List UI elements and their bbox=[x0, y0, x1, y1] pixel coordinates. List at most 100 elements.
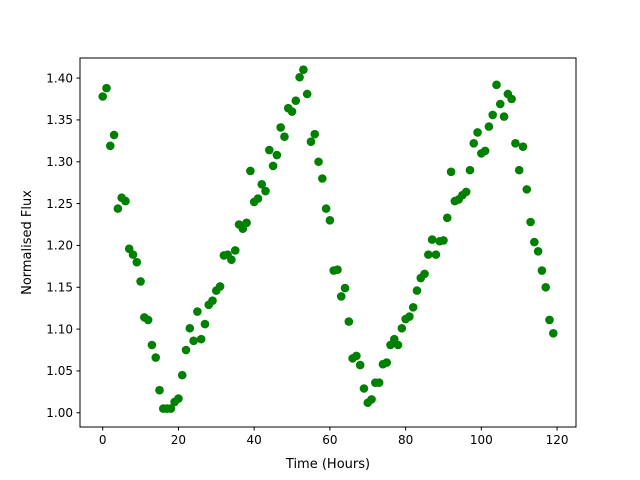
data-point bbox=[314, 157, 323, 167]
data-point bbox=[431, 250, 441, 259]
data-point bbox=[518, 142, 528, 151]
data-point bbox=[299, 65, 308, 75]
data-point bbox=[98, 92, 108, 101]
data-point bbox=[355, 360, 365, 370]
x-tick-label: 40 bbox=[247, 433, 262, 447]
data-point bbox=[200, 319, 210, 329]
data-point bbox=[302, 89, 312, 99]
data-point bbox=[109, 130, 119, 140]
data-point bbox=[333, 265, 342, 274]
data-point bbox=[537, 266, 547, 275]
x-tick-label: 100 bbox=[470, 433, 493, 447]
data-point bbox=[397, 323, 407, 333]
data-point bbox=[151, 353, 161, 362]
data-point bbox=[412, 286, 422, 295]
data-point bbox=[265, 145, 274, 155]
data-point bbox=[352, 351, 361, 361]
data-point bbox=[442, 213, 452, 223]
data-point bbox=[427, 235, 437, 244]
data-point bbox=[488, 110, 498, 120]
x-tick-label: 20 bbox=[171, 433, 186, 447]
data-point bbox=[511, 139, 520, 148]
data-point bbox=[113, 204, 123, 213]
data-point bbox=[132, 257, 142, 267]
data-point bbox=[102, 83, 111, 93]
data-point bbox=[461, 187, 471, 197]
y-tick-label: 1.15 bbox=[46, 281, 73, 295]
data-point bbox=[136, 277, 145, 286]
data-point bbox=[499, 112, 509, 121]
data-point bbox=[495, 99, 505, 109]
data-point bbox=[367, 395, 376, 404]
y-axis-label: Normalised Flux bbox=[20, 190, 35, 295]
data-point bbox=[177, 370, 187, 380]
data-point bbox=[215, 282, 225, 291]
x-axis-ticks: 0 20 40 60 80 100 120 bbox=[99, 427, 569, 447]
data-points bbox=[98, 65, 558, 413]
y-tick-label: 1.35 bbox=[46, 113, 73, 127]
data-point bbox=[446, 167, 456, 177]
data-point bbox=[174, 394, 183, 403]
data-point bbox=[306, 137, 316, 146]
x-tick-label: 80 bbox=[398, 433, 413, 447]
data-point bbox=[208, 296, 217, 305]
data-point bbox=[276, 123, 285, 132]
data-point bbox=[287, 107, 297, 116]
data-point bbox=[424, 250, 433, 259]
data-point bbox=[325, 216, 335, 225]
data-point bbox=[193, 307, 202, 316]
data-point bbox=[492, 80, 501, 90]
data-point bbox=[548, 328, 558, 338]
data-point bbox=[522, 185, 532, 194]
data-point bbox=[507, 94, 516, 104]
data-point bbox=[420, 269, 429, 279]
data-point bbox=[480, 146, 490, 156]
data-point bbox=[545, 315, 554, 325]
data-point bbox=[128, 250, 138, 259]
data-point bbox=[166, 404, 176, 413]
data-point bbox=[280, 132, 289, 141]
y-tick-label: 1.40 bbox=[46, 71, 73, 85]
data-point bbox=[382, 358, 391, 367]
data-point bbox=[242, 218, 251, 228]
data-point bbox=[253, 194, 263, 203]
data-point bbox=[336, 292, 346, 301]
x-tick-label: 60 bbox=[322, 433, 337, 447]
y-axis-ticks: 1.00 1.05 1.10 1.15 1.20 1.25 1.30 1.35 1.40 bbox=[46, 71, 80, 420]
data-point bbox=[310, 129, 320, 139]
data-point bbox=[408, 303, 418, 312]
data-point bbox=[318, 174, 327, 183]
data-point bbox=[121, 196, 130, 206]
x-axis-label: Time (Hours) bbox=[285, 457, 370, 472]
x-tick-label: 0 bbox=[99, 433, 107, 447]
y-tick-label: 1.00 bbox=[46, 406, 73, 420]
data-point bbox=[439, 236, 448, 245]
data-point bbox=[405, 312, 414, 321]
y-tick-label: 1.05 bbox=[46, 364, 73, 378]
data-point bbox=[340, 283, 350, 293]
y-tick-label: 1.30 bbox=[46, 155, 73, 169]
data-point bbox=[143, 315, 153, 325]
data-point bbox=[526, 217, 535, 227]
data-point bbox=[268, 161, 278, 171]
data-point bbox=[291, 96, 301, 105]
data-point bbox=[257, 180, 267, 189]
y-tick-label: 1.20 bbox=[46, 239, 73, 253]
data-point bbox=[530, 237, 539, 247]
data-point bbox=[181, 345, 191, 355]
data-point bbox=[196, 334, 206, 344]
data-point bbox=[393, 340, 403, 350]
x-tick-label: 120 bbox=[546, 433, 569, 447]
data-point bbox=[484, 122, 494, 131]
data-point bbox=[359, 384, 369, 393]
data-point bbox=[189, 336, 198, 346]
data-point bbox=[473, 128, 482, 137]
data-point bbox=[533, 246, 543, 256]
data-point bbox=[272, 150, 282, 160]
data-point bbox=[295, 72, 304, 82]
plot-frame bbox=[79, 57, 577, 428]
data-point bbox=[541, 282, 551, 292]
data-point bbox=[147, 340, 157, 350]
